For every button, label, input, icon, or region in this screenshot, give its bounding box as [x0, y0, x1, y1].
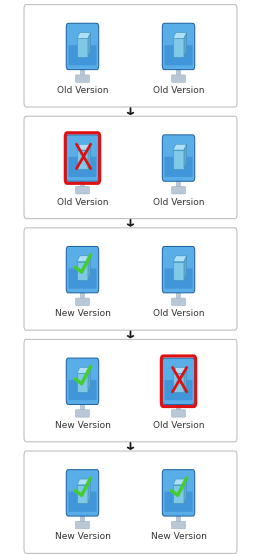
Text: New Version: New Version — [55, 309, 110, 318]
FancyBboxPatch shape — [171, 186, 186, 194]
Polygon shape — [184, 367, 187, 392]
Text: Old Version: Old Version — [57, 86, 108, 95]
Polygon shape — [88, 367, 91, 392]
Text: Old Version: Old Version — [153, 198, 204, 206]
Polygon shape — [77, 144, 91, 150]
FancyBboxPatch shape — [68, 380, 97, 400]
FancyBboxPatch shape — [24, 228, 237, 330]
Polygon shape — [77, 479, 91, 485]
FancyBboxPatch shape — [68, 45, 97, 65]
Polygon shape — [184, 33, 187, 57]
Polygon shape — [173, 256, 187, 261]
FancyBboxPatch shape — [162, 246, 195, 293]
Bar — [80, 512, 85, 522]
Polygon shape — [173, 33, 187, 38]
FancyBboxPatch shape — [66, 470, 99, 516]
Bar — [80, 400, 85, 411]
FancyBboxPatch shape — [68, 492, 97, 512]
Polygon shape — [173, 367, 187, 374]
FancyBboxPatch shape — [66, 358, 99, 405]
FancyBboxPatch shape — [162, 470, 195, 516]
Text: Old Version: Old Version — [153, 309, 204, 318]
Bar — [176, 289, 181, 299]
FancyBboxPatch shape — [75, 298, 90, 305]
FancyBboxPatch shape — [24, 4, 237, 107]
Polygon shape — [77, 38, 88, 57]
Bar — [176, 177, 181, 188]
FancyBboxPatch shape — [171, 410, 186, 417]
Text: Old Version: Old Version — [57, 198, 108, 206]
FancyBboxPatch shape — [164, 269, 193, 289]
FancyBboxPatch shape — [24, 340, 237, 442]
FancyBboxPatch shape — [68, 269, 97, 289]
Bar — [176, 400, 181, 411]
FancyBboxPatch shape — [75, 75, 90, 82]
Polygon shape — [77, 33, 91, 38]
FancyBboxPatch shape — [164, 157, 193, 177]
Polygon shape — [184, 256, 187, 280]
FancyBboxPatch shape — [24, 116, 237, 219]
FancyBboxPatch shape — [171, 75, 186, 82]
Polygon shape — [77, 261, 88, 280]
FancyBboxPatch shape — [75, 410, 90, 417]
FancyBboxPatch shape — [75, 186, 90, 194]
FancyBboxPatch shape — [75, 521, 90, 529]
Bar — [80, 289, 85, 299]
FancyBboxPatch shape — [171, 521, 186, 529]
FancyBboxPatch shape — [164, 492, 193, 512]
FancyBboxPatch shape — [66, 246, 99, 293]
Text: Old Version: Old Version — [153, 86, 204, 95]
Polygon shape — [77, 367, 91, 374]
Polygon shape — [77, 485, 88, 503]
FancyBboxPatch shape — [24, 451, 237, 553]
FancyBboxPatch shape — [164, 45, 193, 65]
Polygon shape — [173, 144, 187, 150]
Polygon shape — [77, 374, 88, 392]
FancyBboxPatch shape — [66, 135, 99, 181]
FancyBboxPatch shape — [164, 380, 193, 400]
Polygon shape — [88, 144, 91, 169]
Polygon shape — [88, 256, 91, 280]
Bar — [176, 512, 181, 522]
Text: New Version: New Version — [55, 532, 110, 541]
Text: New Version: New Version — [55, 421, 110, 430]
FancyBboxPatch shape — [162, 23, 195, 69]
Polygon shape — [88, 33, 91, 57]
FancyBboxPatch shape — [162, 358, 195, 405]
Polygon shape — [173, 479, 187, 485]
Polygon shape — [88, 479, 91, 503]
Polygon shape — [77, 256, 91, 261]
FancyBboxPatch shape — [66, 23, 99, 69]
Polygon shape — [184, 144, 187, 169]
Text: New Version: New Version — [151, 532, 206, 541]
FancyBboxPatch shape — [68, 157, 97, 177]
Bar — [80, 65, 85, 76]
FancyBboxPatch shape — [171, 298, 186, 305]
Polygon shape — [173, 485, 184, 503]
Text: Old Version: Old Version — [153, 421, 204, 430]
Polygon shape — [173, 261, 184, 280]
Polygon shape — [173, 38, 184, 57]
Polygon shape — [77, 150, 88, 169]
Bar — [80, 177, 85, 188]
FancyBboxPatch shape — [162, 135, 195, 181]
Bar — [176, 65, 181, 76]
Polygon shape — [173, 374, 184, 392]
Polygon shape — [184, 479, 187, 503]
Polygon shape — [173, 150, 184, 169]
